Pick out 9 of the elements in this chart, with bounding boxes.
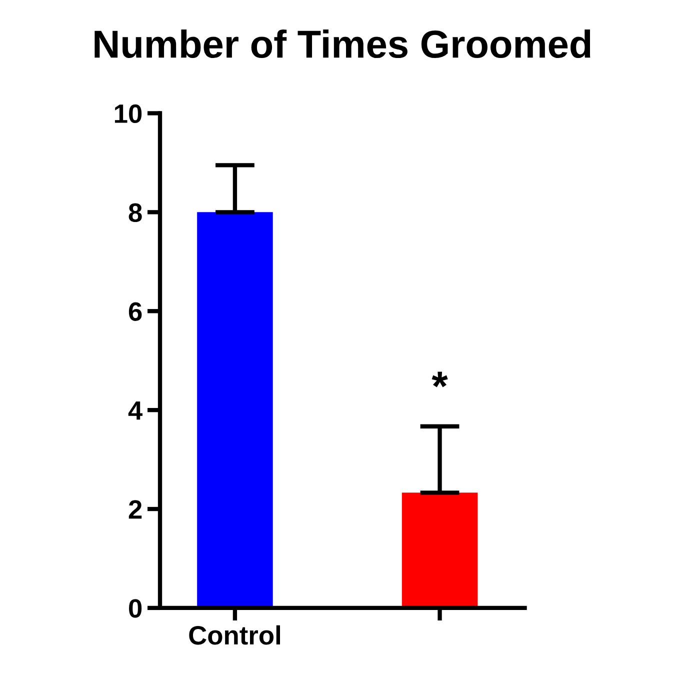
y-tick-label: 2 bbox=[128, 500, 142, 519]
chart-title: Number of Times Groomed bbox=[94, 29, 590, 58]
y-tick-label: 0 bbox=[129, 599, 142, 618]
annotation: * bbox=[432, 372, 448, 388]
y-tick-label: 10 bbox=[114, 104, 142, 124]
y-tick-label: 4 bbox=[128, 401, 143, 420]
y-tick-label: 8 bbox=[128, 203, 142, 222]
x-tick-label: Control bbox=[189, 625, 280, 645]
y-tick-label: 6 bbox=[128, 302, 142, 321]
